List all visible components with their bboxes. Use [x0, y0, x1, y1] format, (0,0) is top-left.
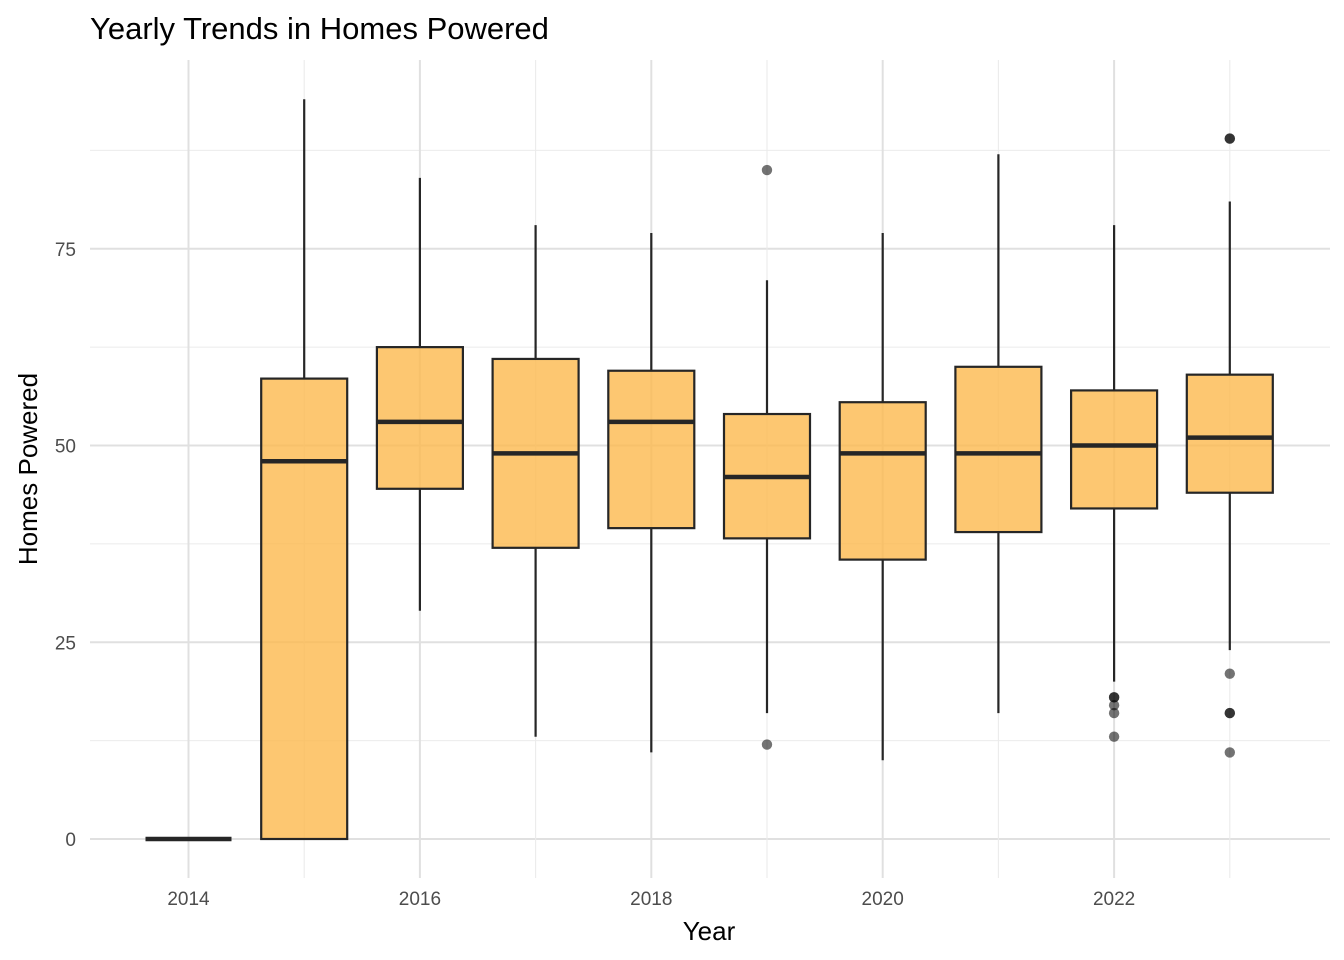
y-tick-label: 50: [55, 437, 76, 458]
x-tick-label: 2022: [1093, 889, 1135, 910]
y-axis-label: Homes Powered: [13, 373, 43, 565]
box-2018: [607, 233, 696, 753]
x-tick-label: 2014: [167, 889, 210, 910]
box-body: [1185, 373, 1274, 494]
box-body: [1069, 389, 1159, 510]
y-tick-label: 25: [55, 633, 76, 654]
chart-title: Yearly Trends in Homes Powered: [90, 11, 549, 46]
x-tick-label: 2020: [862, 889, 904, 910]
box-2017: [491, 225, 580, 737]
outlier-point: [761, 164, 773, 176]
box-2016: [375, 177, 464, 611]
x-axis-label: Year: [683, 916, 736, 946]
outlier-point: [1108, 731, 1120, 742]
box-2015: [260, 99, 349, 841]
y-tick-label: 0: [65, 830, 76, 851]
box-body: [838, 401, 927, 561]
box-series: [145, 99, 1274, 842]
x-tick-label: 2016: [399, 889, 441, 910]
x-tick-label: 2018: [630, 889, 672, 910]
outlier-point: [1224, 668, 1236, 679]
outlier-point: [1224, 133, 1236, 144]
y-axis-ticks: 0 25 50 75: [55, 240, 76, 851]
y-tick-label: 75: [55, 240, 76, 261]
box-2023: [1185, 133, 1274, 758]
outlier-point: [761, 739, 773, 750]
box-body: [375, 346, 464, 490]
outlier-point: [1108, 692, 1120, 703]
outlier-point: [1224, 747, 1236, 758]
box-2020: [838, 233, 927, 761]
outlier-point: [1108, 707, 1120, 719]
box-2019: [722, 164, 812, 750]
box-body: [954, 365, 1043, 534]
outlier-point: [1224, 707, 1236, 719]
box-2022: [1069, 225, 1159, 742]
x-axis-ticks: 2014 2016 2018 2020 2022: [167, 889, 1135, 910]
outlier-point: [1108, 700, 1120, 711]
box-2021: [954, 154, 1043, 714]
box-body: [260, 377, 349, 841]
box-body: [607, 369, 696, 530]
